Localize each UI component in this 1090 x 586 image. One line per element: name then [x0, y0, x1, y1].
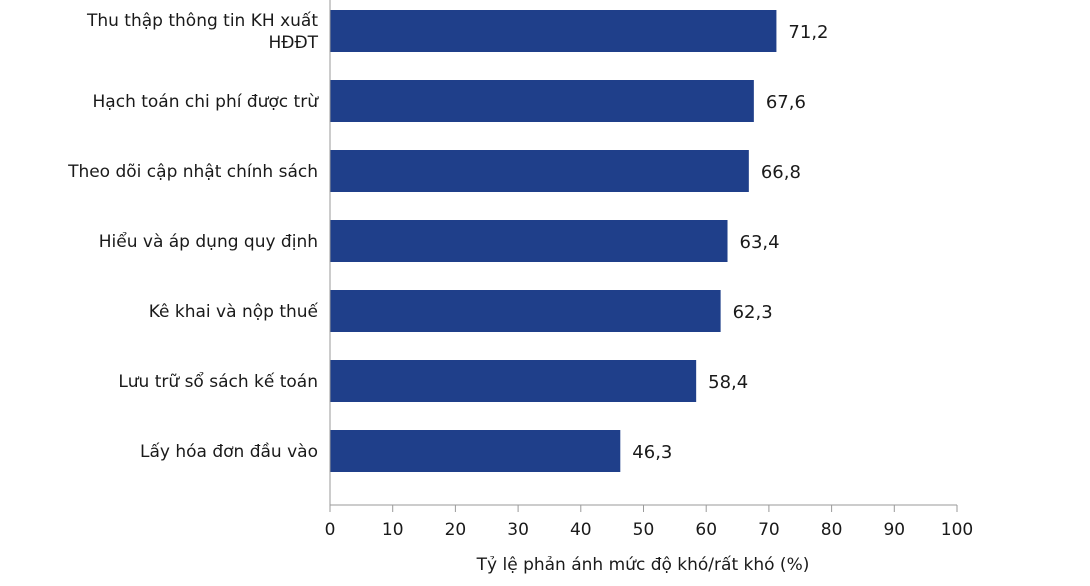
bar	[330, 430, 621, 472]
value-label: 66,8	[761, 162, 801, 183]
x-tick-label: 80	[821, 520, 843, 540]
bar	[330, 10, 777, 52]
category-label: Hiểu và áp dụng quy định	[99, 231, 318, 252]
x-tick-label: 90	[883, 520, 905, 540]
value-label: 71,2	[788, 22, 828, 43]
category-label: Lấy hóa đơn đầu vào	[140, 441, 318, 462]
x-ticks-layer: 0 10 20 30 40 50 60 70 80 90 100	[325, 505, 973, 540]
bar	[330, 80, 754, 122]
category-label: Thu thập thông tin KH xuất	[86, 10, 318, 31]
x-tick-label: 0	[325, 520, 336, 540]
x-tick-label: 70	[758, 520, 780, 540]
category-label: Kê khai và nộp thuế	[149, 301, 319, 322]
x-tick-label: 30	[507, 520, 529, 540]
value-label: 46,3	[632, 442, 672, 463]
category-label: HĐĐT	[268, 33, 318, 53]
x-axis-title: Tỷ lệ phản ánh mức độ khó/rất khó (%)	[476, 554, 810, 575]
x-tick-label: 20	[445, 520, 467, 540]
x-tick-label: 50	[633, 520, 655, 540]
value-label: 63,4	[740, 232, 780, 253]
bar	[330, 360, 697, 402]
category-label: Theo dõi cập nhật chính sách	[67, 162, 318, 182]
category-label: Lưu trữ sổ sách kế toán	[118, 371, 318, 392]
bar	[330, 290, 721, 332]
value-label: 67,6	[766, 92, 806, 113]
bar	[330, 150, 749, 192]
category-label: Hạch toán chi phí được trừ	[93, 92, 320, 112]
value-label: 62,3	[733, 302, 773, 323]
x-tick-label: 60	[695, 520, 717, 540]
bar	[330, 220, 728, 262]
value-label: 58,4	[708, 372, 748, 393]
x-tick-label: 100	[941, 520, 973, 540]
x-tick-label: 10	[382, 520, 404, 540]
x-tick-label: 40	[570, 520, 592, 540]
